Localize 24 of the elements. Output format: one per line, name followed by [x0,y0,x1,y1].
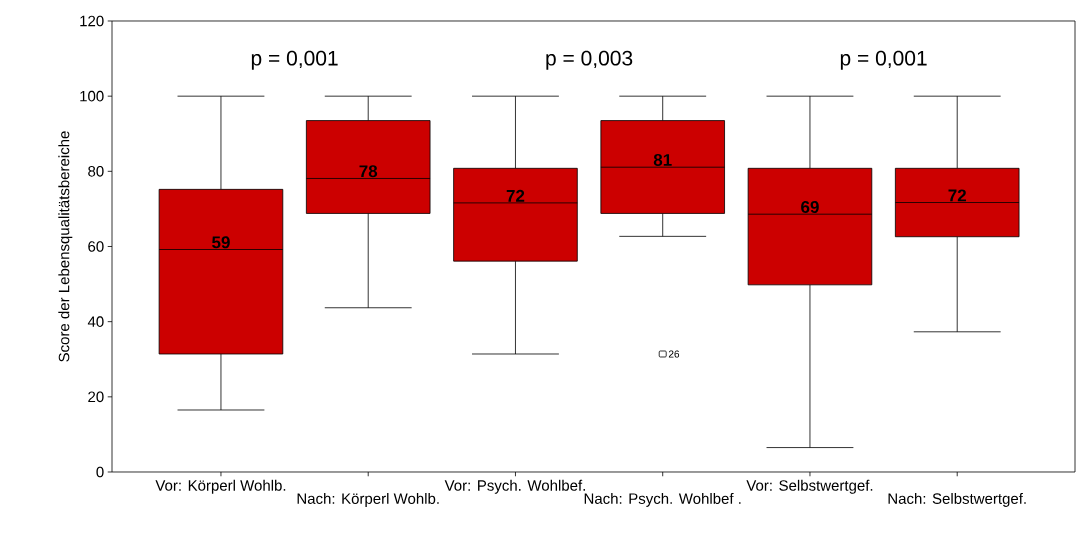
text: 81 [653,153,672,166]
y-tick-label: 80 [88,166,104,177]
text: 72 [506,189,525,202]
y-tick-label: 60 [88,241,104,252]
x-tick-label: Nach: Selbstwertgef. [888,492,1026,507]
y-tick-label: 100 [80,90,104,102]
y-tick-label: 20 [88,391,104,403]
x-tick-label: Nach: Körperl Wohlb. [297,492,439,507]
annotation: p = 0,003 [546,50,633,70]
y-tick-label: 120 [80,15,104,27]
x-tick-label: Vor: Selbstwertgef. [746,479,873,494]
y-tick-label: 40 [87,316,104,327]
text: 78 [359,165,378,178]
y-axis-title: Score der Lebensqualitätsbereiche [58,131,73,362]
x-tick-label: Nach: Psych. Wohlbef . [584,492,741,507]
annotation: 26 [668,350,680,358]
text: 72 [948,189,966,202]
x-tick-label: Vor: Psych. Wohlbef. [444,479,585,494]
x-tick-label: Vor: Körperl Wohlb. [155,479,286,494]
annotation: p = 0,001 [251,50,338,70]
text: 69 [801,200,819,213]
y-tick-label: 0 [96,466,104,478]
annotation: p = 0,001 [840,50,927,70]
text: 59 [212,236,230,249]
